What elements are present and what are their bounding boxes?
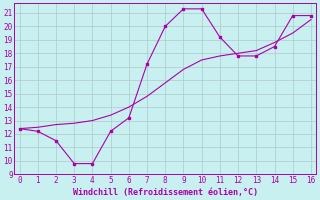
X-axis label: Windchill (Refroidissement éolien,°C): Windchill (Refroidissement éolien,°C) (73, 188, 258, 197)
